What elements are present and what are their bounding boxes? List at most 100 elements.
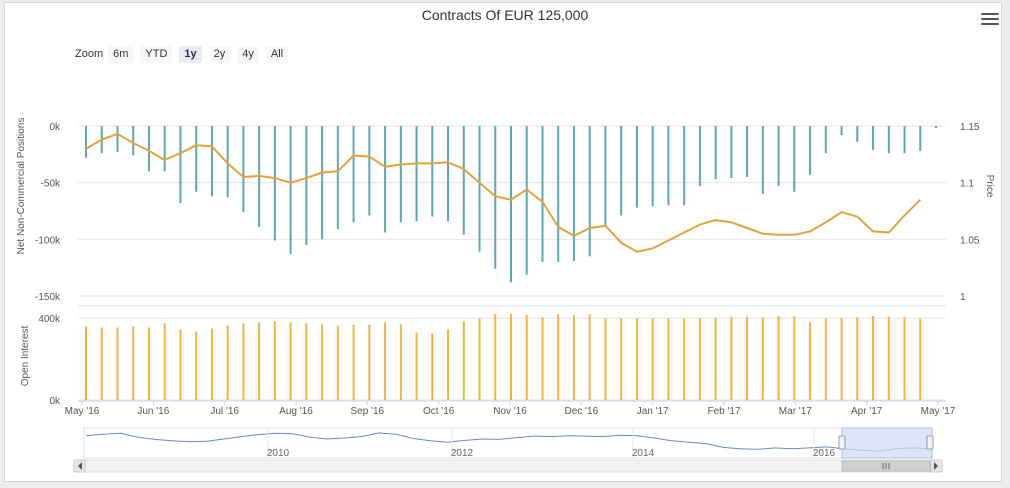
chart-title: Contracts Of EUR 125,000 — [421, 7, 589, 23]
positions-bar — [667, 126, 670, 206]
price-series-line — [85, 132, 922, 253]
navigator-tick-label: 2016 — [813, 448, 836, 459]
zoom-button-all[interactable]: All — [265, 45, 289, 63]
positions-bar — [226, 126, 229, 198]
open-interest-bar — [887, 316, 890, 400]
positions-bar — [793, 126, 796, 192]
right-tick-label: 1.05 — [960, 235, 980, 246]
navigator[interactable]: 2010 2012 2014 2016 — [73, 427, 943, 473]
hamburger-menu-icon[interactable] — [978, 10, 1002, 30]
open-interest-bar — [620, 318, 623, 400]
open-interest-bar — [557, 314, 560, 400]
positions-bar — [698, 126, 701, 187]
open-interest-bar — [746, 316, 749, 400]
left-tick-label: -100k — [35, 235, 61, 246]
positions-bar — [887, 126, 890, 154]
open-interest-bar — [352, 324, 355, 400]
positions-bar — [289, 126, 292, 255]
open-interest-bars — [85, 314, 922, 400]
left-axis-title: Net Non-Commercial Positions — [16, 118, 27, 255]
triangle-left-icon — [78, 462, 82, 470]
open-interest-bar — [336, 325, 339, 400]
positions-bar — [163, 126, 166, 172]
positions-bar — [541, 126, 544, 262]
positions-bar — [447, 126, 450, 222]
right-tick-label: 1.1 — [960, 179, 974, 190]
navigator-area — [83, 427, 933, 459]
positions-bar — [557, 126, 560, 262]
left-tick-label: -50k — [41, 179, 61, 190]
open-interest-bar — [635, 318, 638, 400]
scrollbar-track[interactable] — [73, 459, 943, 473]
positions-bar — [462, 126, 465, 235]
navigator-selection[interactable] — [841, 427, 933, 459]
right-axis-title: Price — [984, 175, 995, 198]
positions-bar — [336, 126, 339, 230]
zoom-button-2y[interactable]: 2y — [208, 45, 231, 63]
navigator-handle[interactable] — [838, 435, 846, 450]
positions-bar — [116, 126, 119, 153]
x-tick-label: Oct '16 — [423, 406, 455, 417]
zoom-button-6m[interactable]: 6m — [108, 45, 134, 63]
open-interest-bar — [714, 317, 717, 400]
open-interest-bar — [667, 318, 670, 400]
x-tick-label: Nov '16 — [493, 406, 527, 417]
open-interest-bar — [856, 317, 859, 400]
open-interest-bar — [321, 324, 324, 400]
positions-bar — [368, 126, 371, 216]
open-interest-bar — [494, 314, 497, 400]
zoom-button-1y[interactable]: 1y — [179, 45, 202, 63]
positions-bar — [242, 126, 245, 213]
open-interest-bar — [872, 316, 875, 400]
x-tick-label: Jul '16 — [210, 406, 239, 417]
positions-bar — [604, 126, 607, 227]
open-interest-bar — [384, 322, 387, 400]
open-interest-bar — [116, 327, 119, 400]
positions-bar — [620, 126, 623, 216]
open-interest-bar — [919, 318, 922, 400]
open-interest-bar — [399, 324, 402, 400]
zoom-button-ytd[interactable]: YTD — [140, 45, 173, 63]
open-interest-bar — [541, 317, 544, 400]
open-interest-bar — [809, 322, 812, 400]
open-interest-bar — [761, 317, 764, 400]
open-interest-bar — [683, 318, 686, 400]
navigator-tick-label: 2012 — [451, 448, 474, 459]
positions-bar — [510, 126, 512, 283]
open-interest-bar — [195, 331, 198, 400]
positions-bar — [919, 126, 922, 151]
positions-bar — [903, 126, 906, 154]
price-line — [85, 132, 922, 253]
positions-bar — [824, 126, 827, 154]
open-interest-bar — [840, 317, 843, 400]
open-interest-bar — [447, 329, 450, 400]
positions-bar — [147, 126, 150, 172]
navigator-series-line — [85, 432, 931, 452]
positions-bar — [525, 126, 528, 275]
open-interest-bar — [226, 325, 229, 400]
navigator-tick-label: 2014 — [632, 448, 655, 459]
open-interest-bar — [588, 314, 591, 400]
oi-tick-label: 400k — [38, 314, 61, 325]
navigator-tick-label: 2010 — [267, 448, 290, 459]
positions-bar — [840, 126, 843, 136]
positions-bar — [273, 126, 276, 241]
positions-bar — [415, 126, 418, 222]
navigator-handle[interactable] — [926, 435, 934, 450]
positions-bar — [352, 126, 355, 223]
open-interest-bar — [305, 323, 308, 400]
left-tick-label: 0k — [49, 122, 61, 133]
oi-tick-label: 0k — [49, 396, 61, 407]
positions-bar — [872, 126, 875, 150]
x-tick-label: Apr '17 — [851, 406, 883, 417]
zoom-button-4y[interactable]: 4y — [237, 45, 259, 63]
open-interest-bar — [462, 321, 465, 400]
positions-bar — [635, 126, 638, 208]
left-tick-label: -150k — [35, 292, 61, 303]
x-tick-label: Dec '16 — [565, 406, 599, 417]
positions-bar — [85, 126, 87, 158]
x-tick-label: Aug '16 — [279, 406, 313, 417]
right-tick-label: 1 — [960, 292, 966, 303]
positions-bar — [132, 126, 135, 156]
